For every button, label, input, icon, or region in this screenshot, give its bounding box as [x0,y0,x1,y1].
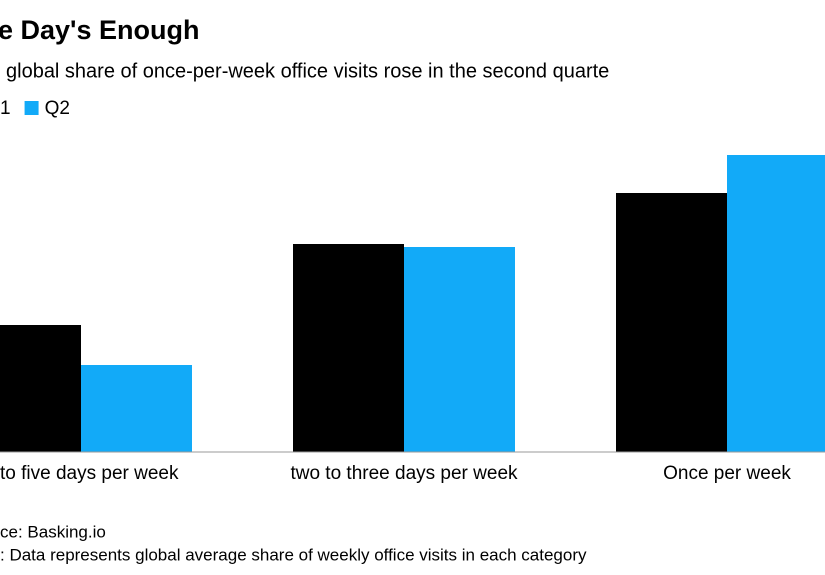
bar [727,155,825,452]
source: ce: Basking.io [0,522,106,541]
legend-label: Q2 [45,98,70,119]
note: : Data represents global average share o… [0,545,587,564]
bar [293,244,404,452]
chart-subtitle: global share of once-per-week office vis… [6,60,609,82]
x-tick-label: to five days per week [0,463,179,484]
x-tick-label: two to three days per week [290,463,518,484]
bar [404,247,515,452]
bar [81,365,192,452]
chart-title: e Day's Enough [0,15,199,45]
bar [0,325,81,452]
bar [616,193,727,452]
x-tick-label: Once per week [663,463,791,484]
legend-label: 1 [0,98,11,119]
legend-swatch [24,101,39,115]
